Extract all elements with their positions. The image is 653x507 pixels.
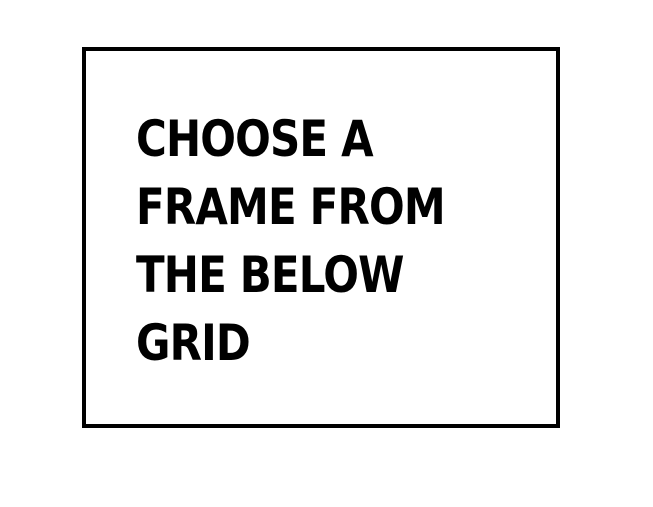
instruction-line-1: CHOOSE A [136, 110, 374, 168]
instruction-text: CHOOSE A FRAME FROM THE BELOW GRID [136, 105, 472, 377]
instruction-line-4: GRID [136, 314, 251, 372]
instruction-line-3: THE BELOW [136, 246, 404, 304]
instruction-frame: CHOOSE A FRAME FROM THE BELOW GRID [82, 47, 560, 428]
instruction-line-2: FRAME FROM [136, 178, 446, 236]
